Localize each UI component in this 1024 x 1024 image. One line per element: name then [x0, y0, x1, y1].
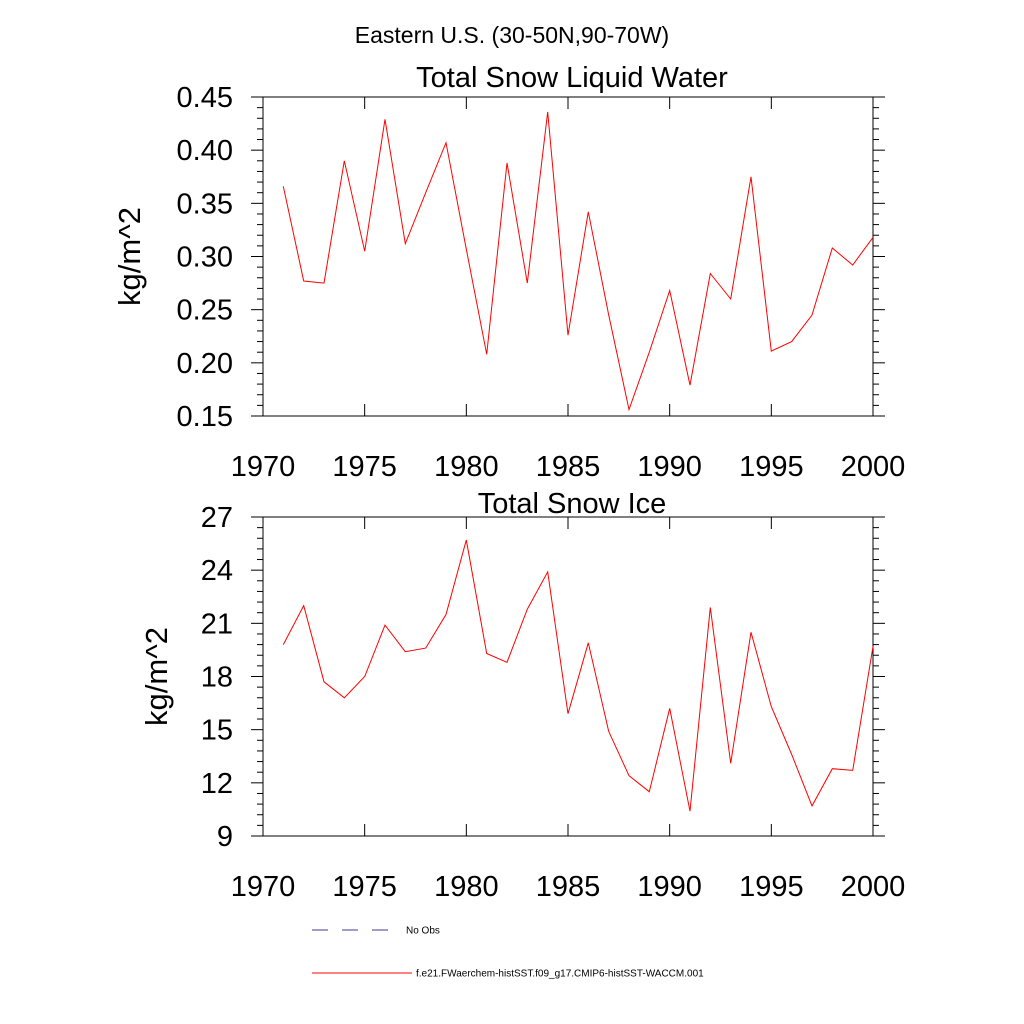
x-tick-label: 1975: [332, 871, 397, 903]
y-axis-label: kg/m^2: [139, 627, 174, 726]
x-tick-label: 1995: [739, 451, 804, 483]
x-tick-label: 2000: [841, 871, 906, 903]
y-tick-label: 0.30: [177, 242, 233, 274]
x-tick-label: 1985: [536, 871, 601, 903]
legend-label-no-obs: No Obs: [406, 926, 440, 937]
x-tick-label: 1980: [434, 871, 499, 903]
y-tick-label: 0.25: [177, 295, 233, 327]
y-tick-label: 0.20: [177, 348, 233, 380]
y-tick-label: 9: [217, 821, 233, 853]
x-tick-label: 1970: [231, 871, 296, 903]
series-line: [282, 539, 874, 812]
figure-suptitle: Eastern U.S. (30-50N,90-70W): [355, 22, 669, 48]
plot-frame: [262, 516, 874, 837]
y-tick-label: 0.40: [177, 135, 233, 167]
chart-title: Total Snow Ice: [478, 488, 667, 520]
x-tick-label: 1970: [231, 451, 296, 483]
plot-frame: [262, 96, 874, 417]
y-tick-label: 18: [201, 662, 233, 694]
y-tick-label: 15: [201, 715, 233, 747]
x-tick-label: 2000: [841, 451, 906, 483]
y-tick-label: 12: [201, 768, 233, 800]
series-line: [282, 111, 874, 412]
y-tick-label: 0.45: [177, 82, 233, 114]
legend-label-model: f.e21.FWaerchem-histSST.f09_g17.CMIP6-hi…: [416, 969, 704, 980]
y-axis-label: kg/m^2: [112, 207, 147, 306]
x-tick-label: 1990: [637, 451, 702, 483]
legend: No Obs f.e21.FWaerchem-histSST.f09_g17.C…: [312, 926, 704, 980]
x-tick-label: 1980: [434, 451, 499, 483]
y-tick-label: 24: [201, 555, 233, 587]
chart-title: Total Snow Liquid Water: [416, 62, 728, 94]
x-tick-label: 1990: [637, 871, 702, 903]
y-tick-label: 21: [201, 608, 233, 640]
panel-total-snow-ice: Total Snow Ice kg/m^2 1970 1975 1980 1985 1990…: [139, 488, 905, 903]
x-tick-label: 1975: [332, 451, 397, 483]
x-tick-label: 1995: [739, 871, 804, 903]
y-tick-label: 0.15: [177, 401, 233, 433]
y-tick-label: 0.35: [177, 188, 233, 220]
x-tick-label: 1985: [536, 451, 601, 483]
panel-total-snow-liquid-water: Total Snow Liquid Water kg/m^2 1970 1975 198…: [112, 62, 905, 483]
y-tick-label: 27: [201, 502, 233, 534]
